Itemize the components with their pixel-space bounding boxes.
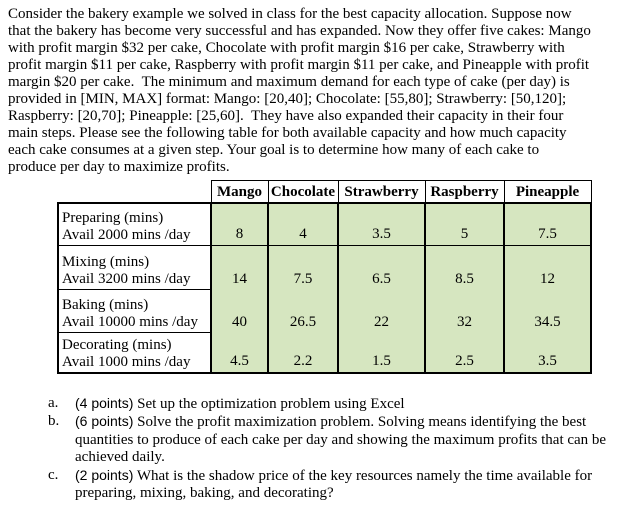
- paragraph-line: main steps. Please see the following tab…: [8, 125, 567, 141]
- table-row-preparing: Preparing (mins) Avail 2000 mins /day 8 …: [57, 201, 592, 246]
- question-body: (2 points) What is the shadow price of t…: [75, 467, 640, 503]
- paragraph-line: Consider the bakery example we solved in…: [8, 6, 572, 22]
- points-badge: (4 points): [75, 394, 134, 411]
- question-a: a. (4 points) Set up the optimization pr…: [48, 395, 641, 414]
- question-b: b. (6 points) Solve the profit maximizat…: [48, 413, 641, 467]
- capacity-cell: 8.5: [424, 245, 504, 290]
- question-line: quantities to produce of each cake per d…: [75, 431, 607, 448]
- question-body: (4 points) Set up the optimization probl…: [75, 395, 640, 414]
- step-name: Decorating (mins): [62, 336, 172, 353]
- table-corner-blank: [58, 180, 211, 203]
- row-label-preparing: Preparing (mins) Avail 2000 mins /day: [57, 201, 212, 246]
- paragraph-line: profit margin $11 per cake, Raspberry wi…: [8, 57, 590, 73]
- step-name: Mixing (mins): [62, 254, 150, 270]
- question-text: What is the shadow price of the key reso…: [136, 467, 593, 484]
- paragraph-line: each cake consumes at a given step. Your…: [8, 142, 540, 158]
- capacity-cell: 4: [267, 201, 338, 246]
- question-list: a. (4 points) Set up the optimization pr…: [48, 395, 641, 503]
- capacity-cell: 26.5: [267, 289, 338, 333]
- capacity-cell: 3.5: [337, 201, 425, 246]
- paragraph-line: margin $20 per cake. The minimum and max…: [8, 74, 570, 90]
- question-text: Solve the profit maximization problem. S…: [137, 414, 587, 430]
- capacity-cell: 2.5: [424, 332, 504, 374]
- capacity-table: Mango Chocolate Strawberry Raspberry Pin…: [57, 180, 592, 374]
- column-header-strawberry: Strawberry: [337, 180, 426, 203]
- points-badge: (6 points): [75, 413, 134, 429]
- step-name: Baking (mins): [62, 297, 149, 313]
- table-row-baking: Baking (mins) Avail 10000 mins /day 40 2…: [57, 289, 592, 333]
- capacity-cell: 3.5: [503, 332, 592, 374]
- step-availability: Avail 2000 mins /day: [62, 227, 191, 243]
- capacity-cell: 34.5: [503, 289, 592, 333]
- column-header-pineapple: Pineapple: [503, 180, 592, 203]
- step-availability: Avail 1000 mins /day: [62, 353, 191, 370]
- table-header-row: Mango Chocolate Strawberry Raspberry Pin…: [58, 180, 592, 203]
- capacity-cell: 22: [337, 289, 425, 333]
- question-marker: a.: [48, 394, 59, 411]
- problem-statement: Consider the bakery example we solved in…: [0, 0, 641, 176]
- points-badge: (2 points): [75, 466, 134, 483]
- step-availability: Avail 10000 mins /day: [62, 314, 198, 330]
- capacity-cell: 14: [210, 245, 268, 290]
- table-row-decorating: Decorating (mins) Avail 1000 mins /day 4…: [57, 332, 592, 374]
- capacity-cell: 7.5: [267, 245, 338, 290]
- paragraph-line: that the bakery has become very successf…: [8, 23, 591, 39]
- row-label-mixing: Mixing (mins) Avail 3200 mins /day: [57, 245, 212, 290]
- question-marker: c.: [48, 466, 59, 483]
- question-line: preparing, mixing, baking, and decoratin…: [75, 485, 334, 501]
- capacity-cell: 6.5: [337, 245, 425, 290]
- question-line: achieved daily.: [75, 449, 165, 465]
- row-label-decorating: Decorating (mins) Avail 1000 mins /day: [57, 332, 212, 374]
- column-header-raspberry: Raspberry: [424, 180, 505, 203]
- question-line: (4 points) Set up the optimization probl…: [75, 395, 640, 414]
- question-line: (6 points) Solve the profit maximization…: [75, 413, 640, 432]
- step-name: Preparing (mins): [62, 210, 164, 226]
- capacity-cell: 4.5: [210, 332, 268, 374]
- capacity-cell: 8: [210, 201, 268, 246]
- paragraph-line: with profit margin $32 per cake, Chocola…: [8, 40, 565, 56]
- capacity-cell: 7.5: [503, 201, 592, 246]
- capacity-cell: 12: [503, 245, 592, 290]
- step-availability: Avail 3200 mins /day: [62, 271, 191, 287]
- question-body: (6 points) Solve the profit maximization…: [75, 413, 640, 467]
- table-row-mixing: Mixing (mins) Avail 3200 mins /day 14 7.…: [57, 245, 592, 290]
- paragraph-line: Raspberry: [20,70]; Pineapple: [25,60]. …: [8, 108, 564, 124]
- capacity-cell: 40: [210, 289, 268, 333]
- column-header-chocolate: Chocolate: [267, 180, 339, 203]
- question-line: (2 points) What is the shadow price of t…: [75, 467, 640, 486]
- paragraph-line: produce per day to maximize profits.: [8, 159, 230, 175]
- capacity-cell: 32: [424, 289, 504, 333]
- capacity-cell: 1.5: [337, 332, 425, 374]
- question-c: c. (2 points) What is the shadow price o…: [48, 467, 641, 503]
- capacity-cell: 5: [424, 201, 504, 246]
- paragraph-line: provided in [MIN, MAX] format: Mango: [2…: [8, 91, 567, 107]
- column-header-mango: Mango: [210, 180, 269, 203]
- question-marker: b.: [48, 413, 60, 429]
- question-text: Set up the optimization problem using Ex…: [137, 395, 405, 412]
- row-label-baking: Baking (mins) Avail 10000 mins /day: [57, 289, 212, 333]
- capacity-cell: 2.2: [267, 332, 338, 374]
